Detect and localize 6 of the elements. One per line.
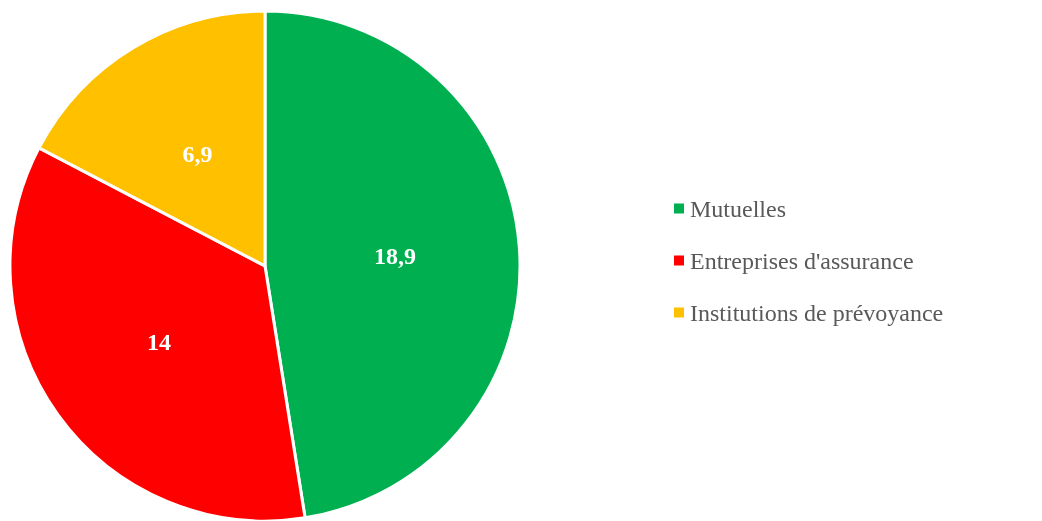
legend-label: Mutuelles xyxy=(690,195,786,222)
legend-label: Entreprises d'assurance xyxy=(690,247,914,274)
data-label: 18,9 xyxy=(374,242,417,269)
data-label: 14 xyxy=(147,329,172,356)
legend-label: Institutions de prévoyance xyxy=(690,299,944,326)
data-label: 6,9 xyxy=(182,141,213,168)
